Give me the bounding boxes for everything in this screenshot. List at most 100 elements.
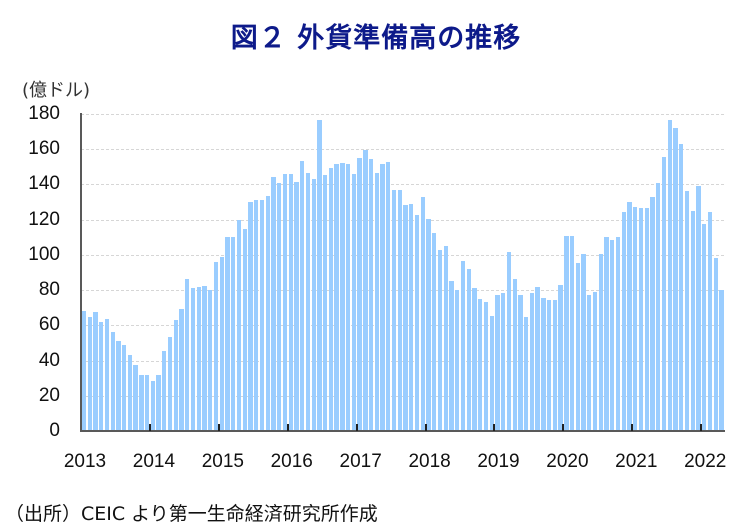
bar [661, 156, 667, 431]
gridline [81, 325, 724, 327]
bar [202, 286, 207, 431]
bar [340, 162, 345, 431]
x-tick-mark [493, 424, 496, 431]
gridline [81, 254, 724, 256]
chart-title: 図２ 外貨準備高の推移 [230, 23, 522, 54]
bar [552, 300, 558, 431]
x-tick-label: 2013 [63, 451, 107, 472]
y-tick-label: 120 [28, 208, 60, 230]
source-note: （出所）CEIC より第一生命経済研究所作成 [5, 503, 378, 525]
bar [380, 164, 385, 431]
bar [633, 207, 638, 431]
y-axis-line [80, 113, 82, 432]
gridline [81, 360, 724, 362]
bar [104, 319, 110, 431]
x-tick-mark [148, 424, 151, 431]
bar [391, 189, 397, 431]
bar [627, 201, 632, 431]
bar [569, 236, 575, 431]
plot-area [81, 114, 724, 431]
x-tick-mark [424, 424, 427, 431]
bar [575, 263, 580, 431]
y-axis-unit-label: (億ドル) [22, 80, 91, 101]
bar [426, 218, 431, 431]
bar [478, 299, 483, 431]
y-tick-label: 180 [28, 103, 60, 124]
bar [501, 293, 506, 431]
bar [345, 164, 351, 431]
y-tick-label: 40 [38, 349, 60, 371]
bar [317, 119, 322, 431]
bar [615, 237, 621, 431]
bar [277, 182, 282, 431]
bar [621, 212, 626, 431]
bar [196, 287, 201, 431]
bar [139, 375, 144, 431]
bar [99, 322, 104, 431]
bar [432, 233, 437, 431]
x-tick-mark [631, 424, 634, 431]
bar [328, 167, 334, 431]
bar [93, 311, 98, 431]
bar [489, 316, 494, 431]
bar [144, 375, 150, 431]
x-tick-mark [217, 424, 220, 431]
bar [719, 290, 724, 431]
bar [305, 173, 311, 431]
x-tick-label: 2015 [201, 451, 244, 472]
bar [414, 215, 420, 431]
bar [460, 260, 466, 431]
bar [403, 204, 408, 431]
bar [690, 211, 695, 431]
bar [351, 174, 357, 431]
x-tick-mark [700, 424, 703, 431]
x-tick-label: 2020 [546, 451, 589, 472]
bar [437, 249, 443, 431]
bar [707, 212, 713, 431]
bar [231, 236, 236, 431]
bar [110, 332, 115, 431]
y-tick-label: 20 [38, 384, 60, 406]
bar [524, 316, 529, 431]
bar [294, 181, 299, 431]
bar [587, 294, 592, 431]
bar [644, 207, 649, 431]
bar [374, 173, 379, 431]
bar [127, 355, 133, 431]
bar [604, 237, 609, 431]
bar [259, 200, 265, 431]
x-tick-label: 2018 [408, 451, 451, 472]
bar [449, 280, 454, 431]
bar [363, 149, 368, 431]
y-tick-label: 140 [28, 173, 60, 195]
x-tick-label: 2016 [270, 451, 313, 472]
bar [409, 203, 414, 431]
x-tick-label: 2021 [615, 451, 658, 472]
x-tick-mark [355, 424, 358, 431]
bar [702, 223, 707, 431]
bar [81, 310, 87, 431]
y-tick-label: 80 [38, 279, 60, 301]
bar [673, 128, 678, 431]
bar [122, 345, 127, 431]
bar [529, 292, 535, 431]
bar [150, 381, 155, 431]
bar [455, 290, 460, 431]
bar [173, 320, 178, 431]
bar [512, 279, 517, 431]
bar [323, 175, 328, 431]
bar [581, 253, 586, 431]
bar [271, 176, 276, 431]
bar [541, 298, 546, 431]
bar [535, 287, 540, 431]
bar [133, 364, 138, 431]
x-axis-line [80, 430, 725, 432]
bar [495, 295, 500, 431]
gridline [81, 114, 724, 115]
bar [254, 200, 259, 431]
bar [610, 240, 615, 431]
bar [679, 143, 684, 431]
bar [506, 251, 512, 431]
bar [518, 295, 523, 431]
bar [386, 162, 391, 431]
